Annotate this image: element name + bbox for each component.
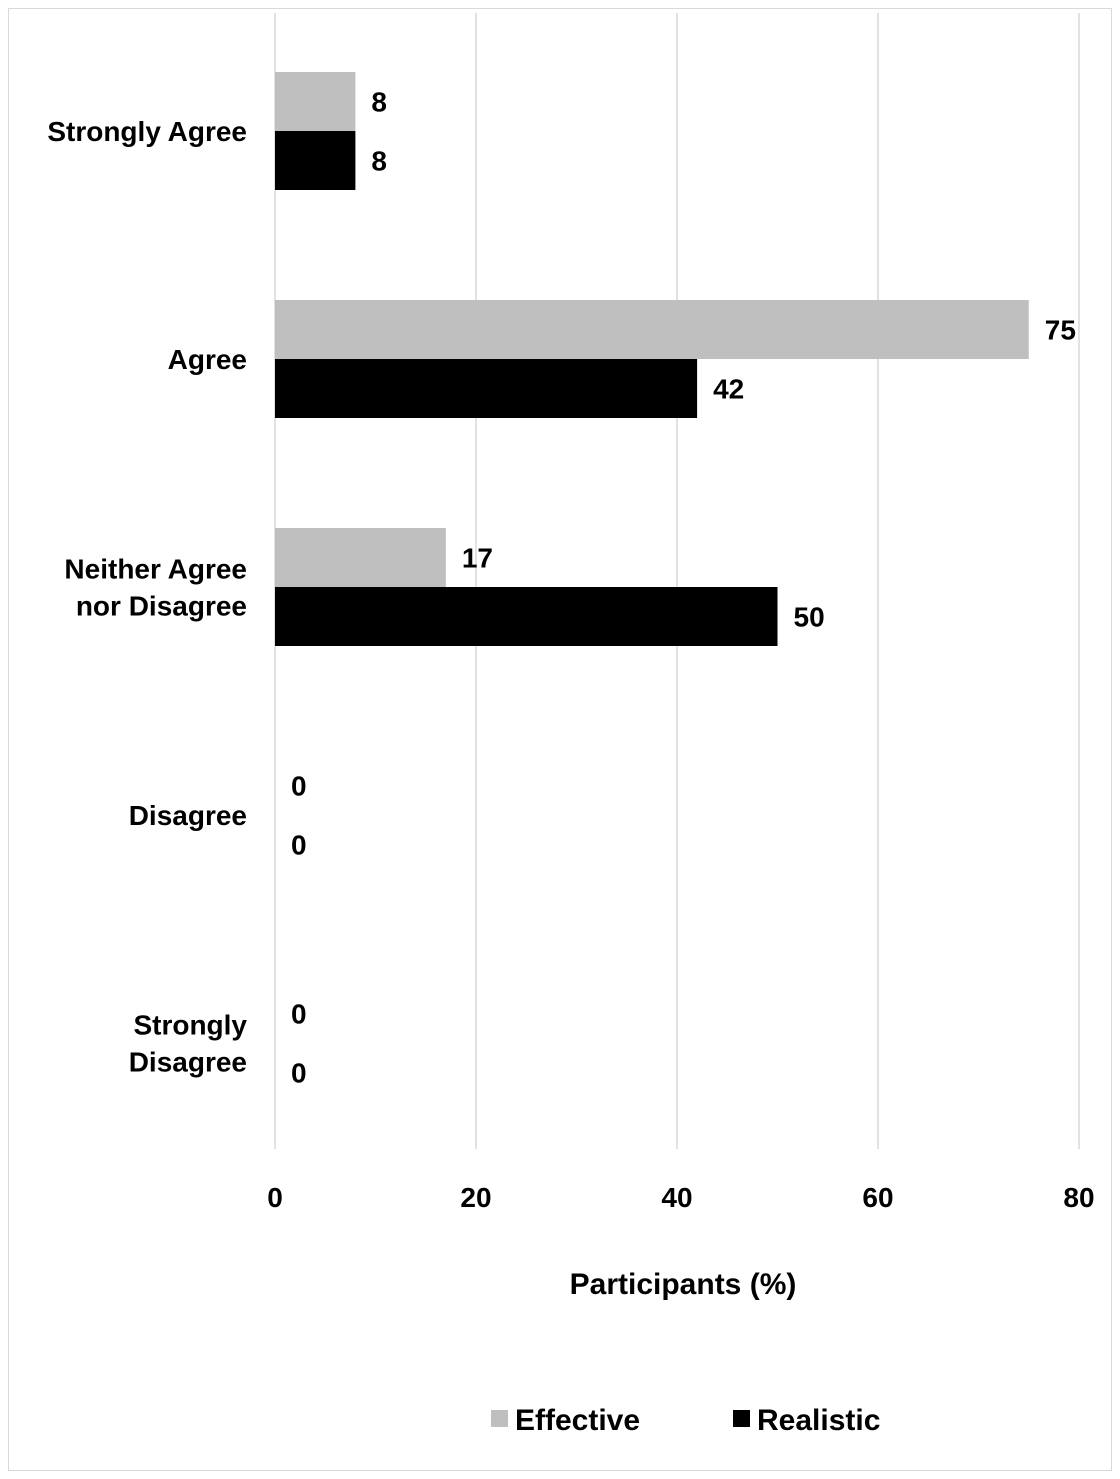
x-axis-title: Participants (%): [570, 1268, 797, 1301]
data-label-effective-4: 0: [291, 999, 307, 1030]
bar-chart: 8 8 75 42 17 50 0 0 0 0 Strongly Agree Agree Neithe…: [47, 13, 1095, 1437]
data-label-effective-3: 0: [291, 771, 307, 802]
category-labels: Strongly Agree Agree Neither Agree nor Disa…: [47, 116, 247, 1078]
bar-realistic-0: [275, 131, 356, 190]
data-label-effective-1: 75: [1045, 315, 1076, 346]
legend-swatch-realistic: [733, 1410, 750, 1427]
chart-frame: 8 8 75 42 17 50 0 0 0 0 Strongly Agree Agree Neithe…: [8, 8, 1112, 1471]
x-tick-label-80: 80: [1063, 1182, 1094, 1213]
x-tick-label-40: 40: [661, 1182, 692, 1213]
legend: Effective Realistic: [491, 1404, 880, 1437]
x-tick-label-60: 60: [862, 1182, 893, 1213]
legend-swatch-effective: [491, 1410, 508, 1427]
x-tick-label-0: 0: [267, 1182, 283, 1213]
category-label-4: Strongly Disagree: [129, 1010, 248, 1078]
legend-label-realistic: Realistic: [757, 1404, 880, 1437]
category-label-0: Strongly Agree: [47, 116, 247, 147]
bar-realistic-1: [275, 359, 698, 418]
bar-effective-1: [275, 300, 1029, 359]
legend-label-effective: Effective: [515, 1404, 640, 1437]
data-label-realistic-1: 42: [713, 374, 744, 405]
data-label-realistic-3: 0: [291, 830, 307, 861]
category-label-2: Neither Agree nor Disagree: [64, 554, 247, 622]
data-label-realistic-2: 50: [794, 602, 825, 633]
gridlines: [274, 13, 1080, 1149]
data-labels: 8 8 75 42 17 50 0 0 0 0: [291, 87, 1076, 1089]
data-label-realistic-0: 8: [371, 146, 387, 177]
category-label-1: Agree: [168, 344, 247, 375]
bar-effective-0: [275, 72, 356, 131]
bar-realistic-2: [275, 587, 778, 646]
bars: [275, 72, 1029, 646]
data-label-effective-2: 17: [462, 543, 493, 574]
x-tick-labels: 0 20 40 60 80: [267, 1182, 1094, 1213]
data-label-realistic-4: 0: [291, 1058, 307, 1089]
x-tick-label-20: 20: [460, 1182, 491, 1213]
category-label-3: Disagree: [129, 800, 247, 831]
bar-effective-2: [275, 528, 446, 587]
data-label-effective-0: 8: [371, 87, 387, 118]
